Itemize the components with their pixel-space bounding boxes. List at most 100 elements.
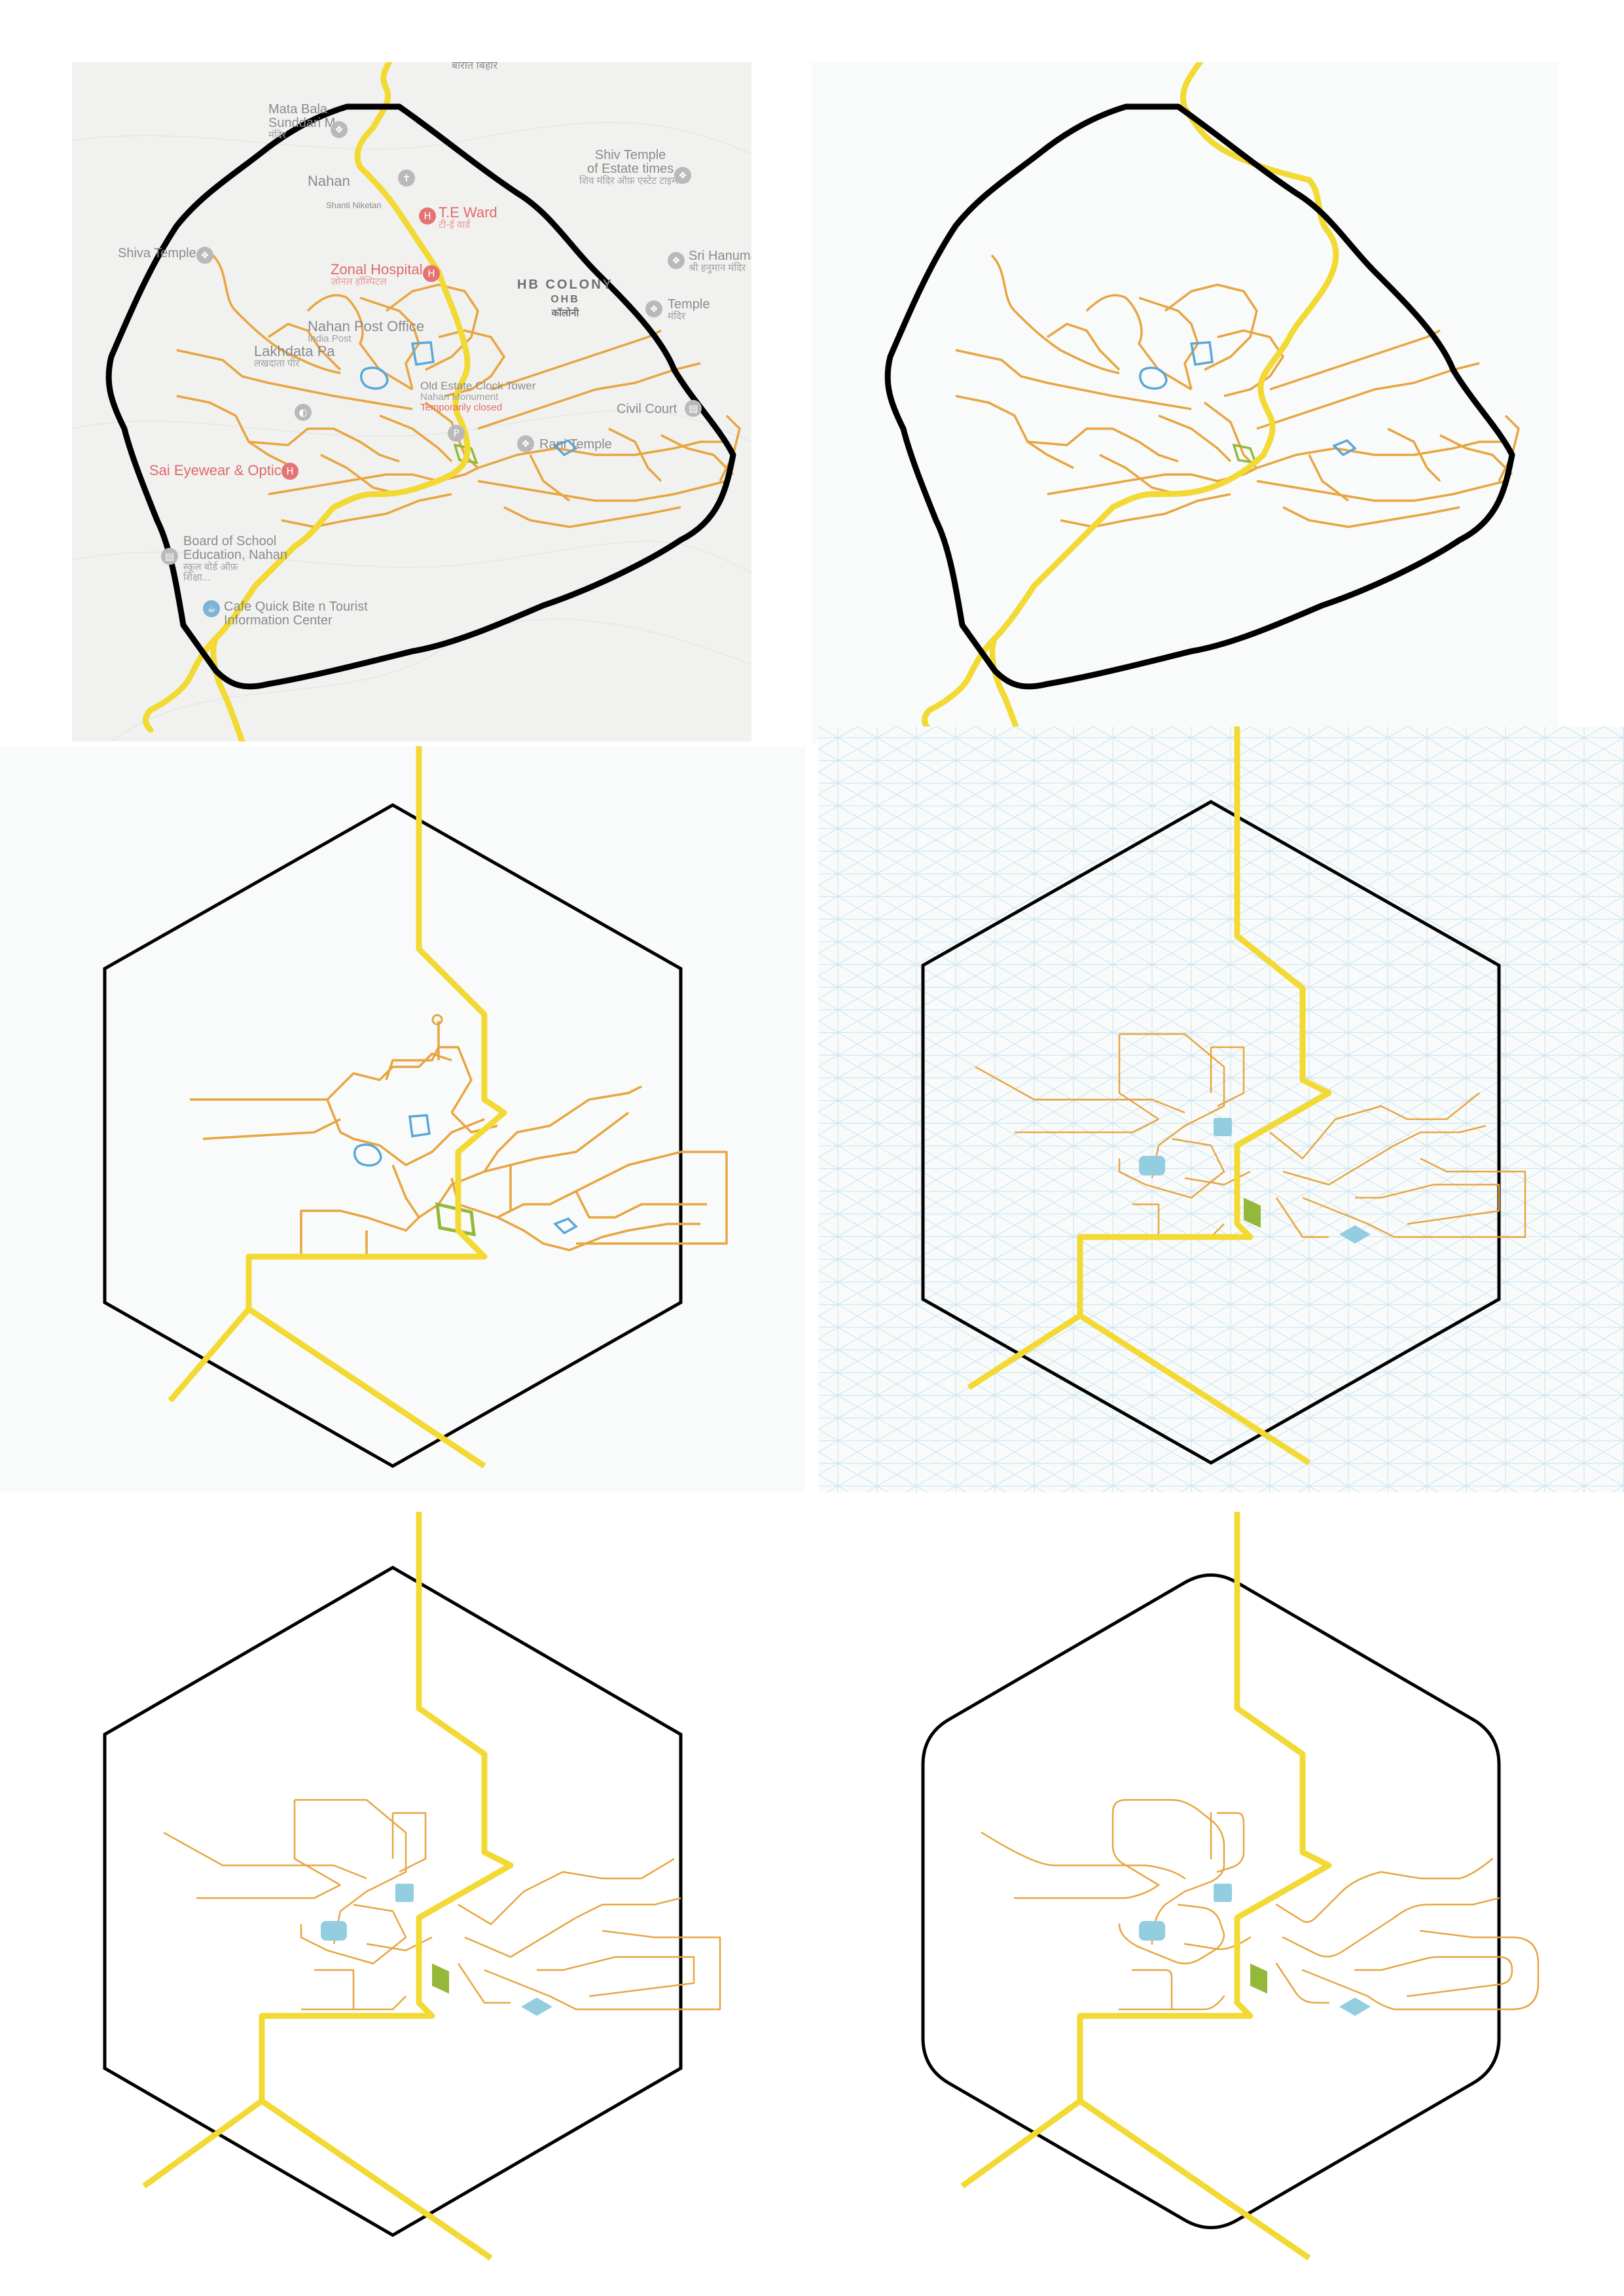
pond-east: [1339, 1225, 1371, 1244]
label-mata-bala-line1: Mata Bala: [268, 102, 328, 117]
park-area: [1244, 1198, 1261, 1228]
label-te-ward-dev: टी-ई वार्ड: [439, 219, 471, 231]
label-board-school-dev: स्कूल बोर्ड ऑफ़: [183, 562, 238, 573]
label-mata-bala-dev: मंदिर: [268, 130, 286, 141]
label-zonal-hospital-line1: Zonal Hospital: [331, 261, 423, 278]
traced-network-svg: [884, 62, 1520, 743]
label-sri-hanuman: Sri Hanuman श्री हनुमान मंदिर: [689, 249, 751, 274]
panel-traced-network: [812, 62, 1558, 743]
main-road: [143, 62, 471, 733]
label-nahan: Nahan: [308, 173, 350, 189]
label-post-office-line1: Nahan Post Office: [308, 318, 425, 334]
label-clock-tower-3: Temporarily closed: [420, 401, 503, 413]
water-bodies: [1139, 341, 1357, 457]
label-shiv-temple-estate: Shiv Temple of Estate times शिव मंदिर ऑफ…: [579, 149, 681, 187]
hexagon-boundary: [103, 803, 683, 1468]
label-shiv-temple-estate-dev: शिव मंदिर ऑफ़ एस्टेट टाइम्स: [579, 175, 682, 187]
pond-east: [521, 1998, 552, 2016]
label-board-school: Board of School Education, Nahan स्कूल ब…: [183, 535, 287, 583]
landmark-marker: [431, 1014, 443, 1026]
street-network: [981, 1799, 1540, 2011]
pond-west: [321, 1921, 347, 1941]
eyewear-pin-icon[interactable]: H: [281, 463, 298, 480]
label-mata-bala: Mata Bala Sunddari M मंदिर: [268, 103, 335, 141]
boundary-outline: [105, 103, 736, 690]
label-cafe-line2: Information Center: [224, 613, 333, 628]
main-road-branch: [989, 635, 1024, 743]
boundary-outline: [884, 103, 1515, 690]
label-zonal-hospital: Zonal Hospital ज़ोनल हॉस्पिटल: [331, 262, 423, 287]
isometric-grid-svg: [818, 726, 1624, 1492]
terrain-contours: [72, 122, 751, 742]
panel-base-map: बारात बिहार Mata Bala Sunddari M मंदिर ❖…: [72, 62, 751, 742]
label-te-ward-line1: T.E Ward: [439, 204, 497, 221]
shiva-temple-pin-icon[interactable]: ❖: [196, 247, 213, 264]
temple-pin-icon[interactable]: ❖: [331, 121, 348, 138]
panel-rounded-hexagon: [818, 1512, 1624, 2284]
label-board-school-line2: Education, Nahan: [183, 548, 288, 562]
hospital-pin-icon[interactable]: H: [419, 207, 436, 224]
main-road-branch: [1078, 2098, 1311, 2261]
water-bodies: [1139, 1884, 1371, 2016]
label-temple-line1: Temple: [668, 297, 710, 312]
church-pin-icon[interactable]: ✝: [398, 170, 415, 187]
school-board-pin-icon[interactable]: ▤: [161, 548, 178, 565]
label-shanti: Shanti Niketan: [326, 200, 382, 210]
pond-west: [1139, 1156, 1165, 1175]
label-hb-colony-line1: HB COLONY: [517, 278, 613, 292]
isometric-svg: [103, 1512, 721, 2261]
label-hb-colony: HB COLONY OHB कॉलोनी: [517, 278, 613, 319]
label-clock-tower: Old Estate Clock Tower Nahan Monument Te…: [420, 380, 535, 412]
label-post-office-2: India Post: [308, 333, 352, 345]
label-board-school-line1: Board of School: [183, 534, 277, 548]
pond-north: [395, 1884, 414, 1902]
label-cafe-line1: Cafe Quick Bite n Tourist: [224, 600, 368, 614]
hexagon-boundary: [103, 1566, 683, 2237]
rounded-hexagon-boundary: [921, 1573, 1501, 2229]
parking-pin-icon[interactable]: P: [448, 425, 465, 442]
hexagon-boundary: [921, 800, 1501, 1465]
rounded-hexagon-svg: [921, 1512, 1540, 2261]
label-cafe: Cafe Quick Bite n Tourist Information Ce…: [224, 600, 368, 628]
shiv-temple-estate-pin-icon[interactable]: ❖: [674, 167, 691, 184]
street-network: [176, 254, 741, 528]
hexagon-svg: [103, 746, 728, 1469]
main-road: [960, 1512, 1332, 2189]
pond-east: [1339, 1998, 1371, 2016]
label-zonal-hospital-dev: ज़ोनल हॉस्पिटल: [331, 276, 387, 288]
water-bodies: [321, 1884, 552, 2016]
label-temple: Temple मंदिर: [668, 298, 710, 322]
label-lakhdata: Lakhdata Pa लखदाता पीर: [254, 344, 335, 369]
park-area: [1250, 1964, 1267, 1994]
clock-tower-pin-icon[interactable]: ◐: [295, 404, 312, 421]
main-road-branch: [260, 2098, 493, 2261]
label-clock-tower-2: Nahan Monument: [420, 391, 499, 403]
street-network: [163, 1799, 721, 2011]
park-area: [432, 1964, 449, 1994]
label-hb-colony-dev: कॉलोनी: [551, 308, 579, 319]
label-rani-temple: Rani Temple: [539, 437, 612, 452]
pond-north: [1214, 1118, 1232, 1136]
street-network: [955, 254, 1520, 528]
main-road-branch: [1078, 1313, 1311, 1465]
zonal-hospital-pin-icon[interactable]: H: [423, 265, 440, 282]
sri-hanuman-pin-icon[interactable]: ❖: [668, 252, 685, 269]
label-shiva-temple: Shiva Temple: [118, 246, 196, 260]
rani-temple-pin-icon[interactable]: ❖: [517, 435, 534, 452]
main-road: [967, 726, 1332, 1390]
cafe-pin-icon[interactable]: ☕: [203, 600, 220, 617]
label-hb-colony-line2: OHB: [550, 294, 580, 305]
pond-north: [1214, 1884, 1232, 1902]
label-shiv-temple-estate-line2: of Estate times: [586, 162, 674, 176]
court-pin-icon[interactable]: ▤: [685, 400, 702, 417]
label-top-road: बारात बिहार: [452, 62, 497, 71]
main-road-branch: [210, 635, 245, 742]
label-temple-dev: मंदिर: [668, 311, 685, 322]
temple-east-pin-icon[interactable]: ❖: [645, 300, 662, 317]
label-board-school-dev-2: शिक्षा...: [183, 571, 211, 583]
panel-hexagon: [0, 746, 805, 1492]
label-sri-hanuman-line1: Sri Hanuman: [689, 249, 751, 263]
isometric-grid: [818, 726, 1624, 1492]
label-clock-tower-line1: Old Estate Clock Tower: [420, 380, 536, 392]
main-road: [168, 746, 507, 1403]
